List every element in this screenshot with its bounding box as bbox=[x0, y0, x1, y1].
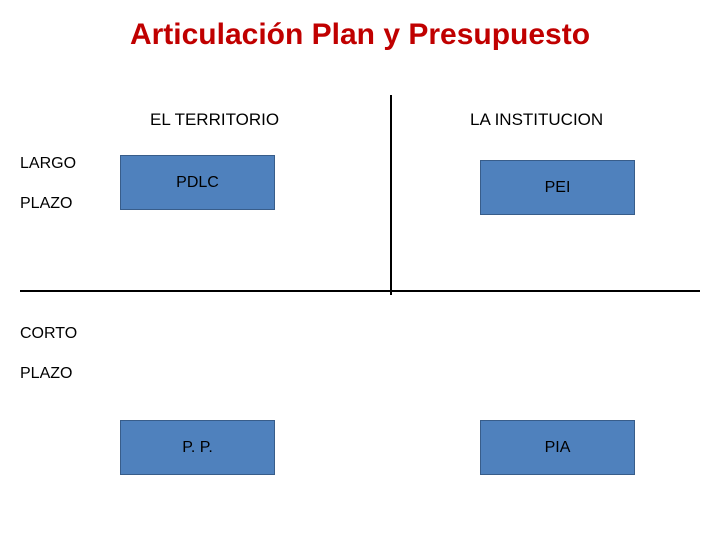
row-label-largo: LARGO bbox=[20, 155, 76, 173]
column-header-institucion: LA INSTITUCION bbox=[470, 110, 603, 130]
row-label-plazo-bottom: PLAZO bbox=[20, 365, 72, 383]
divider-vertical bbox=[390, 95, 392, 295]
slide-title: Articulación Plan y Presupuesto bbox=[0, 18, 720, 52]
row-label-plazo-top: PLAZO bbox=[20, 195, 72, 213]
divider-horizontal bbox=[20, 290, 700, 292]
box-pp: P. P. bbox=[120, 420, 275, 475]
row-label-corto: CORTO bbox=[20, 325, 77, 343]
column-header-territorio: EL TERRITORIO bbox=[150, 110, 279, 130]
box-pdlc: PDLC bbox=[120, 155, 275, 210]
box-pei-label: PEI bbox=[545, 179, 571, 197]
box-pei: PEI bbox=[480, 160, 635, 215]
slide: Articulación Plan y Presupuesto EL TERRI… bbox=[0, 0, 720, 540]
box-pia: PIA bbox=[480, 420, 635, 475]
box-pia-label: PIA bbox=[545, 439, 571, 457]
box-pdlc-label: PDLC bbox=[176, 174, 219, 192]
box-pp-label: P. P. bbox=[182, 439, 213, 457]
